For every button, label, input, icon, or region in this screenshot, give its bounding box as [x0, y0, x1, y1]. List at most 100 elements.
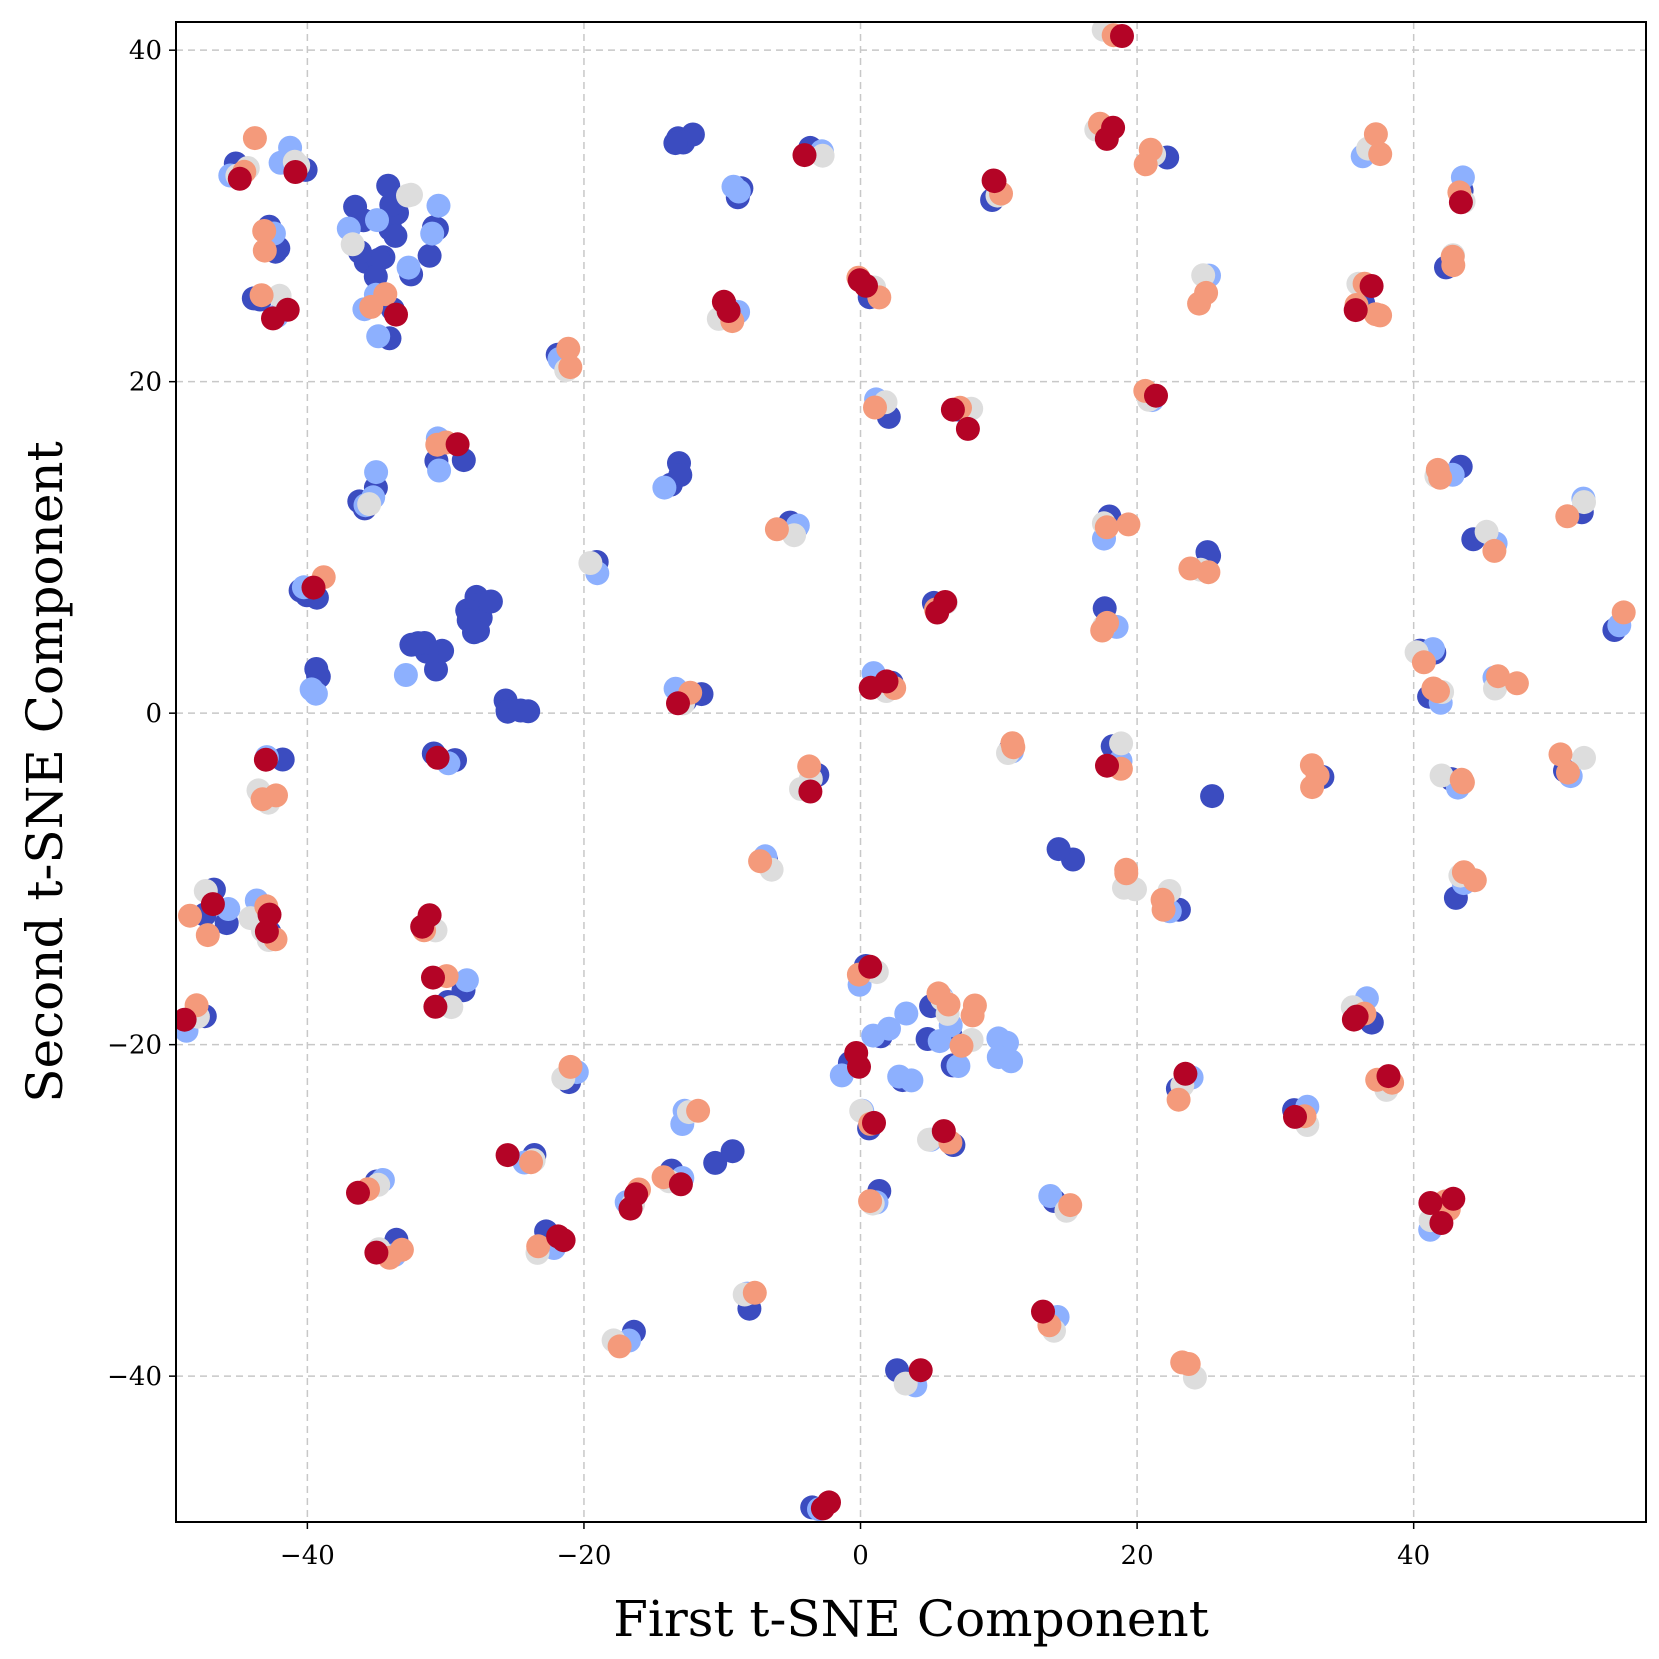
- scatter-point: [364, 460, 389, 485]
- scatter-point: [384, 302, 408, 327]
- scatter-point: [858, 675, 883, 700]
- scatter-point: [304, 657, 329, 681]
- scatter-point: [357, 492, 382, 517]
- y-tick-label: −40: [107, 1362, 162, 1392]
- scatter-point: [1283, 1104, 1307, 1129]
- scatter-point: [410, 914, 435, 939]
- scatter-point: [949, 1033, 974, 1058]
- scatter-point: [1095, 610, 1120, 635]
- scatter-point: [1441, 253, 1466, 278]
- scatter-point: [252, 219, 277, 243]
- scatter-point: [249, 283, 274, 308]
- scatter-point: [299, 677, 324, 702]
- scatter-point: [178, 903, 202, 928]
- scatter-point: [366, 324, 391, 349]
- scatter-point: [1344, 1004, 1369, 1029]
- scatter-point: [666, 691, 690, 716]
- scatter-point: [986, 1026, 1011, 1051]
- scatter-point: [1555, 504, 1580, 529]
- scatter-point: [797, 754, 822, 779]
- scatter-point: [1448, 190, 1473, 215]
- scatter-point: [1482, 538, 1507, 563]
- scatter-point: [940, 397, 965, 422]
- scatter-point: [1611, 600, 1636, 625]
- scatter-point: [899, 1068, 924, 1093]
- scatter-point: [1426, 679, 1450, 704]
- scatter-point: [817, 1490, 841, 1515]
- scatter-point: [908, 1358, 933, 1383]
- scatter-point: [1299, 753, 1324, 778]
- scatter-point: [456, 608, 481, 633]
- scatter-point: [1429, 1211, 1454, 1235]
- scatter-point: [1095, 753, 1119, 778]
- scatter-point: [423, 994, 448, 1019]
- scatter-point: [427, 458, 452, 483]
- scatter-point: [1191, 263, 1216, 288]
- scatter-point: [1094, 126, 1119, 151]
- scatter-point: [283, 160, 308, 184]
- x-tick-label: −40: [280, 1541, 335, 1571]
- scatter-point: [686, 1098, 711, 1123]
- scatter-point: [253, 747, 278, 772]
- scatter-point: [1343, 298, 1368, 323]
- scatter-point: [1572, 745, 1596, 770]
- plot-frame: [175, 21, 1647, 1523]
- scatter-point: [1450, 770, 1475, 795]
- scatter-point: [936, 992, 961, 1017]
- scatter-point: [396, 255, 421, 280]
- y-tick-label: 20: [129, 368, 162, 398]
- scatter-point: [1178, 556, 1203, 581]
- scatter-point: [862, 1110, 886, 1135]
- x-axis-label: First t-SNE Component: [613, 1590, 1209, 1648]
- y-axis-label: Second t-SNE Component: [16, 441, 74, 1102]
- y-tick-label: −20: [107, 1031, 162, 1061]
- scatter-point: [227, 166, 252, 191]
- scatter-point: [792, 143, 817, 168]
- scatter-point: [508, 698, 533, 723]
- scatter-point: [742, 1280, 767, 1305]
- scatter-point: [1150, 887, 1175, 912]
- scatter-point: [810, 143, 835, 168]
- scatter-point: [425, 745, 450, 770]
- scatter-point: [1144, 383, 1168, 408]
- scatter-point: [764, 517, 789, 542]
- scatter-point: [551, 1228, 576, 1253]
- scatter-point: [663, 131, 688, 156]
- scatter-point: [176, 1007, 197, 1032]
- scatter-point: [454, 968, 479, 993]
- scatter-point: [578, 551, 603, 575]
- x-tick-label: 0: [852, 1541, 869, 1571]
- scatter-point: [1300, 775, 1325, 800]
- scatter-point: [478, 589, 503, 614]
- scatter-point: [946, 1054, 971, 1078]
- scatter-point: [894, 1001, 919, 1026]
- scatter-point: [668, 1172, 693, 1197]
- scatter-point: [607, 1334, 632, 1359]
- scatter-point: [1425, 457, 1450, 482]
- scatter-point: [421, 965, 445, 990]
- scatter-point: [556, 336, 581, 361]
- scatter-point: [1368, 142, 1393, 167]
- scatter-point: [558, 355, 583, 380]
- scatter-point: [931, 1119, 956, 1144]
- scatter-point: [424, 657, 448, 682]
- scatter-point: [495, 1143, 520, 1168]
- scatter-point: [1486, 664, 1510, 689]
- scatter-point: [1572, 490, 1596, 515]
- scatter-point: [1474, 519, 1499, 544]
- axis-ticks: −40 −20 0 20 40 −40 −20 0 20 40: [107, 36, 1430, 1571]
- scatter-point: [252, 238, 277, 263]
- scatter-point: [1038, 1184, 1063, 1208]
- scatter-point: [1109, 731, 1134, 756]
- scatter-point: [1376, 1064, 1401, 1089]
- scatter-point: [526, 1234, 551, 1259]
- scatter-point: [250, 787, 275, 812]
- scatter-point: [1000, 731, 1025, 756]
- scatter-point: [363, 264, 388, 289]
- scatter-point: [445, 432, 470, 457]
- scatter-point: [1363, 302, 1388, 327]
- scatter-point: [200, 892, 225, 917]
- scatter-point: [652, 475, 677, 500]
- scatter-point: [1116, 512, 1141, 537]
- scatter-point: [847, 1054, 871, 1079]
